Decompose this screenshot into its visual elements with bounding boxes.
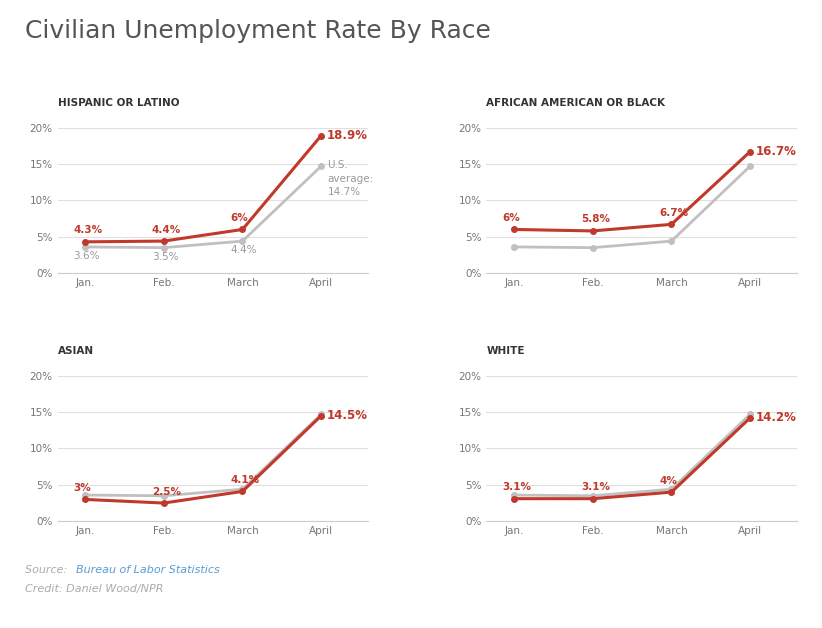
Text: 14.2%: 14.2% — [755, 411, 797, 425]
Text: 3.1%: 3.1% — [502, 482, 531, 492]
Text: 3%: 3% — [73, 483, 91, 493]
Text: 6%: 6% — [231, 213, 248, 223]
Text: WHITE: WHITE — [487, 346, 525, 356]
Text: 3.1%: 3.1% — [581, 482, 610, 492]
Text: 4.1%: 4.1% — [231, 475, 260, 485]
Text: 2.5%: 2.5% — [152, 487, 181, 497]
Text: U.S.
average:
14.7%: U.S. average: 14.7% — [327, 160, 374, 197]
Text: 18.9%: 18.9% — [326, 129, 367, 142]
Text: 3.6%: 3.6% — [73, 251, 99, 261]
Text: 4.4%: 4.4% — [152, 225, 181, 234]
Text: 3.5%: 3.5% — [152, 252, 178, 262]
Text: 5.8%: 5.8% — [581, 214, 610, 224]
Text: ASIAN: ASIAN — [58, 346, 94, 356]
Text: Civilian Unemployment Rate By Race: Civilian Unemployment Rate By Race — [25, 19, 491, 43]
Text: 4%: 4% — [659, 475, 677, 485]
Text: 4.4%: 4.4% — [231, 246, 257, 256]
Text: 6.7%: 6.7% — [659, 208, 689, 218]
Text: 6%: 6% — [502, 213, 520, 223]
Text: Source:: Source: — [25, 565, 71, 575]
Text: 16.7%: 16.7% — [755, 145, 797, 158]
Text: 14.5%: 14.5% — [326, 409, 367, 422]
Text: AFRICAN AMERICAN OR BLACK: AFRICAN AMERICAN OR BLACK — [487, 98, 666, 108]
Text: Credit: Daniel Wood/NPR: Credit: Daniel Wood/NPR — [25, 584, 163, 594]
Text: Bureau of Labor Statistics: Bureau of Labor Statistics — [76, 565, 219, 575]
Text: 4.3%: 4.3% — [73, 225, 103, 236]
Text: HISPANIC OR LATINO: HISPANIC OR LATINO — [58, 98, 179, 108]
